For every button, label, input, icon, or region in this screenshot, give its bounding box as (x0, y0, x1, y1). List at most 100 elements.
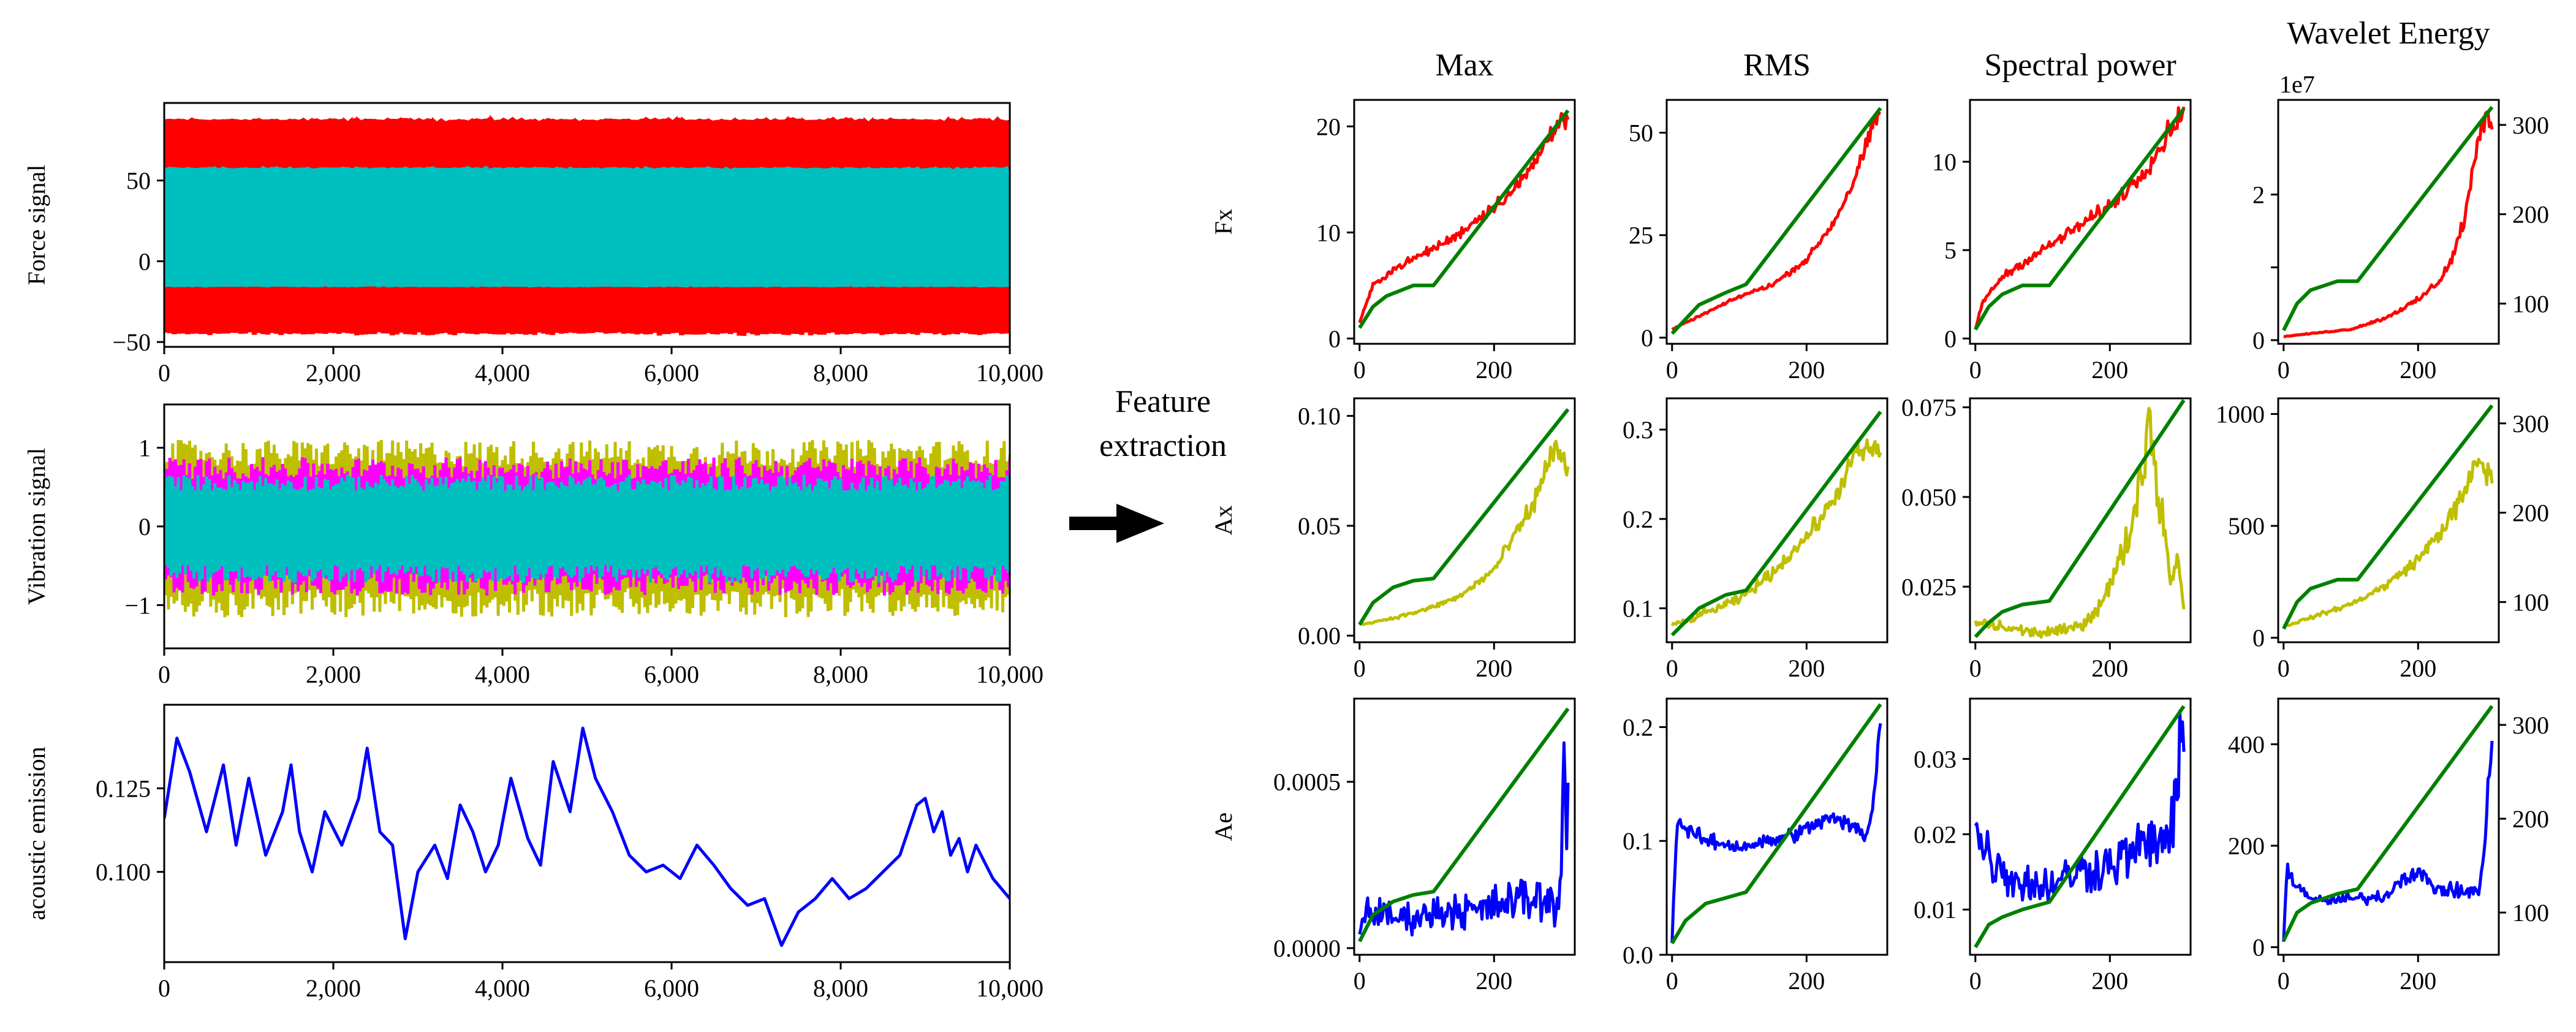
y2-tick-label: 200 (2512, 201, 2549, 229)
series-ay (164, 457, 1010, 596)
x-tick-label: 4,000 (475, 661, 530, 688)
x-tick-label: 200 (2091, 654, 2128, 682)
y-tick-label: 200 (2228, 832, 2265, 860)
series-group-ae-max (1358, 707, 1570, 943)
series-group-ax-we (2282, 404, 2494, 630)
x-tick-label: 2,000 (306, 974, 361, 1002)
column-title: Max (1435, 48, 1493, 83)
series-fz (164, 165, 1010, 288)
x-tick-label: 8,000 (813, 661, 868, 688)
x-tick-label: 200 (1788, 356, 1825, 384)
y-tick-label: 0.025 (1901, 573, 1957, 601)
annotation-line2: extraction (1099, 428, 1227, 463)
y-tick-label: 2 (2252, 181, 2265, 208)
series-life (1358, 109, 1570, 329)
series-ax-wavelet-energy (2282, 458, 2494, 628)
series-life (1670, 703, 1882, 944)
series-fx-spectral-power (1974, 106, 2186, 330)
x-tick-label: 200 (2091, 356, 2128, 384)
y-tick-label: 0.3 (1623, 416, 1653, 444)
series-fx-wavelet-energy (2283, 110, 2494, 338)
chart-ae-rms: 0 200 0.0 0.1 0.2 (1623, 697, 1888, 995)
series-fx-rms (1671, 111, 1881, 331)
x-tick-label: 6,000 (644, 974, 699, 1002)
chart-fx-rms: 0 200 0 25 50 RMS (1629, 48, 1888, 384)
y-tick-label: 0.050 (1901, 484, 1957, 511)
y-tick-label: 0.0000 (1273, 935, 1341, 962)
x-tick-label: 8,000 (813, 359, 868, 387)
axes-frame (1665, 99, 1888, 345)
axes-frame (2277, 697, 2500, 956)
series-group-ae-rms (1670, 703, 1882, 944)
x-tick-label: 0 (1666, 356, 1678, 384)
x-tick-label: 0 (1666, 967, 1678, 995)
y-tick-label: 0 (2252, 327, 2265, 354)
chart-ax-max: 0 200 0.00 0.05 0.10 Ax (1210, 397, 1576, 682)
chart-ax-rms: 0 200 0.1 0.2 0.3 (1623, 397, 1888, 682)
chart-ae-we: 0 200 0 200 400 100 200 300 (2228, 697, 2549, 995)
x-tick-label: 6,000 (644, 359, 699, 387)
axes-frame (1665, 397, 1888, 643)
x-tick-label: 0 (1969, 356, 1982, 384)
series-ae-max (1358, 741, 1570, 937)
x-tick-label: 200 (2400, 654, 2436, 682)
axes-frame (1665, 697, 1888, 956)
series-ax (164, 439, 1010, 618)
y-tick-label: 0 (1328, 325, 1341, 352)
y-tick-label: 50 (1629, 120, 1653, 147)
y2-tick-label: 300 (2512, 112, 2549, 139)
x-tick-label: 0 (1969, 654, 1982, 682)
y-tick-label: 25 (1629, 222, 1653, 249)
y-tick-label: 0.10 (1298, 403, 1341, 430)
series-group-acoustic (164, 726, 1010, 947)
x-tick-label: 0 (1354, 356, 1366, 384)
series-life (1670, 107, 1882, 335)
y-axis-label: Force signal (23, 165, 50, 286)
x-tick-label: 200 (1476, 654, 1512, 682)
series-group-fx-sp (1974, 106, 2186, 331)
x-tick-label: 0 (2278, 654, 2290, 682)
x-tick-label: 0 (1666, 654, 1678, 682)
series-life (1358, 408, 1570, 626)
y-tick-label: 1000 (2216, 401, 2265, 428)
chart-ae-max: 0 200 0.0000 0.0005 Ae (1210, 697, 1576, 995)
y2-tick-label: 100 (2512, 899, 2549, 927)
series-group-ax-rms (1670, 411, 1882, 637)
axes-frame (1969, 99, 2192, 345)
chart-acoustic: 0 2,000 4,000 6,000 8,000 10,000 0.100 0.125 aco… (23, 704, 1044, 1002)
series-az (164, 474, 1010, 583)
series-life (1358, 707, 1570, 943)
series-ax-spectral-power (1974, 406, 2186, 639)
x-tick-label: 200 (1476, 967, 1512, 995)
row-label-ae: Ae (1210, 813, 1237, 841)
row-label-ax: Ax (1210, 506, 1237, 536)
arrow-shaft (1069, 517, 1118, 530)
x-tick-label: 0 (158, 359, 170, 387)
series-life (1974, 107, 2186, 331)
x-tick-label: 4,000 (475, 974, 530, 1002)
x-tick-label: 200 (2091, 967, 2128, 995)
y-tick-label: 0.1 (1623, 595, 1653, 623)
y-tick-label: 5 (1944, 237, 1957, 264)
axes-frame (2277, 99, 2500, 345)
y2-tick-label: 300 (2512, 711, 2549, 739)
y-tick-label: −1 (124, 591, 151, 619)
feature-extraction-annotation: Feature extraction (1069, 384, 1227, 543)
x-tick-label: 200 (1788, 654, 1825, 682)
y-tick-label: 50 (126, 167, 151, 195)
y-tick-label: 10 (1932, 148, 1957, 176)
y-tick-label: 0.125 (96, 775, 151, 802)
axes-frame (1969, 697, 2192, 956)
x-tick-label: 10,000 (976, 661, 1044, 688)
chart-fx-max: 0 200 0 10 20 Fx Max (1210, 48, 1576, 384)
y-tick-label: 0 (138, 248, 151, 275)
axes-frame (1353, 397, 1576, 643)
series-life (1974, 399, 2186, 639)
arrow-head (1116, 504, 1164, 543)
axes-frame (1969, 397, 2192, 643)
y-tick-label: 0 (1944, 325, 1957, 352)
y-tick-label: −50 (112, 328, 151, 356)
chart-fx-we: 0 200 0 2 100 200 300 Wavelet Energy 1e7 (2252, 16, 2549, 384)
